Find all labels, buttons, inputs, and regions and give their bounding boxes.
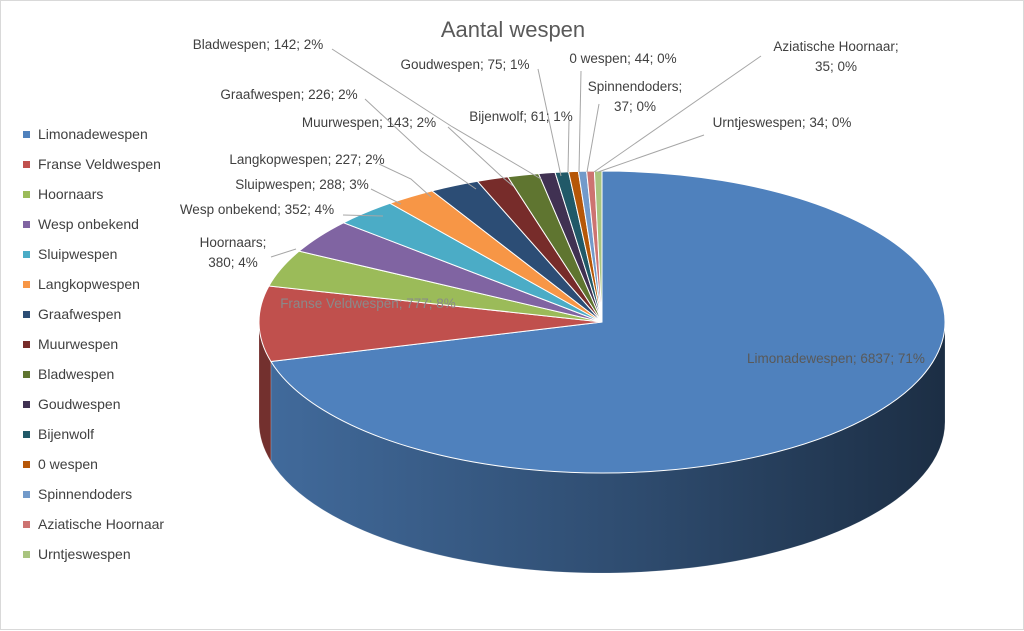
- data-label-limonadewespen: Limonadewespen; 6837; 71%: [747, 351, 925, 366]
- data-label-bijenwolf: Bijenwolf; 61; 1%: [469, 109, 573, 124]
- slice-limonadewespen[interactable]: [270, 170, 946, 474]
- legend-label: Muurwespen: [38, 336, 119, 352]
- leader-line-graafwespen: [364, 98, 477, 190]
- legend-label: Hoornaars: [38, 186, 104, 202]
- legend-swatch: [23, 220, 30, 228]
- legend-label: Limonadewespen: [38, 126, 148, 142]
- leader-line-muurwespen: [447, 126, 514, 187]
- legend-label: Goudwespen: [38, 396, 121, 412]
- legend-swatch: [23, 340, 30, 348]
- legend-label: Aziatische Hoornaar: [38, 516, 165, 532]
- legend-item-0-wespen[interactable]: 0 wespen: [23, 449, 223, 479]
- data-label-graafwespen: Graafwespen; 226; 2%: [220, 87, 357, 102]
- legend-swatch: [23, 250, 30, 258]
- legend: Limonadewespen Franse Veldwespen Hoornaars…: [23, 119, 223, 569]
- legend-swatch: [23, 400, 30, 408]
- legend-item-urntjeswespen[interactable]: Urntjeswespen: [23, 539, 223, 569]
- legend-label: Wesp onbekend: [38, 216, 139, 232]
- data-label-wesp-onbekend: Wesp onbekend; 352; 4%: [180, 202, 334, 217]
- leader-line-spinnendoders: [586, 103, 600, 173]
- legend-swatch: [23, 550, 30, 558]
- legend-item-hoornaars[interactable]: Hoornaars: [23, 179, 223, 209]
- legend-label: Sluipwespen: [38, 246, 118, 262]
- data-label-aziatische-hoornaar: Aziatische Hoornaar;: [773, 39, 898, 54]
- legend-label: Spinnendoders: [38, 486, 133, 502]
- data-label-hoornaars: 380; 4%: [208, 255, 258, 270]
- legend-label: Urntjeswespen: [38, 546, 131, 562]
- data-label-goudwespen: Goudwespen; 75; 1%: [400, 57, 529, 72]
- data-label-hoornaars: Hoornaars;: [200, 235, 267, 250]
- legend-label: 0 wespen: [38, 456, 98, 472]
- data-label-spinnendoders: 37; 0%: [614, 99, 656, 114]
- leader-line-bijenwolf: [567, 120, 570, 173]
- legend-swatch: [23, 280, 30, 288]
- legend-item-aziatische-hoornaar[interactable]: Aziatische Hoornaar: [23, 509, 223, 539]
- leader-line-bladwespen: [331, 48, 542, 180]
- legend-item-spinnendoders[interactable]: Spinnendoders: [23, 479, 223, 509]
- leader-line-sluipwespen: [370, 188, 402, 205]
- data-label-langkopwespen: Langkopwespen; 227; 2%: [229, 152, 384, 167]
- legend-swatch: [23, 370, 30, 378]
- legend-item-wesp-onbekend[interactable]: Wesp onbekend: [23, 209, 223, 239]
- legend-label: Bladwespen: [38, 366, 115, 382]
- legend-swatch: [23, 190, 30, 198]
- legend-item-franse-veldwespen[interactable]: Franse Veldwespen: [23, 149, 223, 179]
- legend-swatch: [23, 160, 30, 168]
- legend-item-limonadewespen[interactable]: Limonadewespen: [23, 119, 223, 149]
- legend-swatch: [23, 460, 30, 468]
- data-label-aziatische-hoornaar: 35; 0%: [815, 59, 857, 74]
- legend-item-goudwespen[interactable]: Goudwespen: [23, 389, 223, 419]
- data-label-spinnendoders: Spinnendoders;: [588, 79, 683, 94]
- leader-line-urntjeswespen: [597, 134, 705, 173]
- legend-swatch: [23, 490, 30, 498]
- legend-label: Bijenwolf: [38, 426, 95, 442]
- legend-item-graafwespen[interactable]: Graafwespen: [23, 299, 223, 329]
- legend-item-bijenwolf[interactable]: Bijenwolf: [23, 419, 223, 449]
- leader-line-langkopwespen: [378, 163, 432, 198]
- data-label-muurwespen: Muurwespen; 143; 2%: [302, 115, 436, 130]
- data-label-sluipwespen: Sluipwespen; 288; 3%: [235, 177, 369, 192]
- legend-item-muurwespen[interactable]: Muurwespen: [23, 329, 223, 359]
- legend-item-langkopwespen[interactable]: Langkopwespen: [23, 269, 223, 299]
- legend-swatch: [23, 520, 30, 528]
- legend-item-bladwespen[interactable]: Bladwespen: [23, 359, 223, 389]
- data-label-franse-veldwespen: Franse Veldwespen; 777; 8%: [280, 296, 456, 311]
- data-label-urntjeswespen: Urntjeswespen; 34; 0%: [713, 115, 852, 130]
- legend-label: Graafwespen: [38, 306, 122, 322]
- legend-label: Langkopwespen: [38, 276, 140, 292]
- data-label-0-wespen: 0 wespen; 44; 0%: [569, 51, 676, 66]
- leader-line-goudwespen: [537, 68, 562, 177]
- chart-title: Aantal wespen: [440, 17, 586, 42]
- slice-franse-veldwespen[interactable]: [258, 285, 603, 363]
- leader-line-0-wespen: [578, 70, 582, 173]
- legend-swatch: [23, 130, 30, 138]
- legend-label: Franse Veldwespen: [38, 156, 161, 172]
- leader-line-hoornaars: [270, 248, 297, 258]
- legend-swatch: [23, 430, 30, 438]
- legend-item-sluipwespen[interactable]: Sluipwespen: [23, 239, 223, 269]
- data-label-bladwespen: Bladwespen; 142; 2%: [193, 37, 324, 52]
- leader-line-aziatische-hoornaar: [593, 55, 762, 173]
- legend-swatch: [23, 310, 30, 318]
- leader-line-wesp-onbekend: [342, 214, 384, 217]
